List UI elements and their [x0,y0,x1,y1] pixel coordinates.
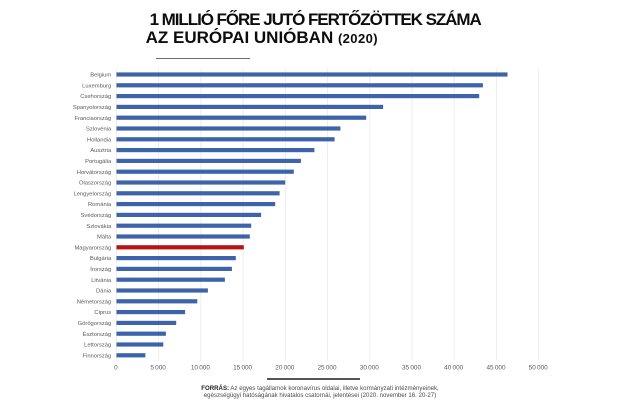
svg-text:5 000: 5 000 [150,364,166,371]
svg-text:45 000: 45 000 [486,364,505,371]
svg-text:Írország: Írország [90,266,111,273]
svg-text:Ciprus: Ciprus [94,310,111,316]
svg-text:Luxemburg: Luxemburg [82,83,111,89]
svg-text:10 000: 10 000 [191,364,210,371]
svg-text:Észtország: Észtország [83,331,112,338]
svg-text:Magyarország: Magyarország [74,245,111,251]
svg-text:Bulgária: Bulgária [90,256,112,262]
svg-text:15 000: 15 000 [233,364,252,371]
svg-text:Dánia: Dánia [96,289,112,295]
svg-text:35 000: 35 000 [402,364,421,371]
svg-text:Ausztria: Ausztria [90,148,112,154]
svg-text:Svédország: Svédország [81,213,112,219]
svg-text:Hollandia: Hollandia [87,137,112,143]
svg-text:Málta: Málta [97,235,112,241]
svg-text:Franciaország: Franciaország [74,116,111,122]
svg-text:0: 0 [114,364,118,371]
svg-text:Németország: Németország [77,299,111,305]
svg-text:Lettország: Lettország [84,343,111,349]
svg-text:40 000: 40 000 [444,364,463,371]
svg-text:50 000: 50 000 [529,364,548,371]
svg-text:Horvátország: Horvátország [77,170,111,176]
svg-text:Szlovénia: Szlovénia [86,127,112,133]
svg-text:Románia: Románia [88,202,112,208]
svg-text:Csehország: Csehország [80,94,111,100]
svg-text:Litvánia: Litvánia [91,278,112,284]
svg-text:Spanyolország: Spanyolország [73,105,111,111]
svg-text:Portugália: Portugália [85,159,112,165]
svg-text:30 000: 30 000 [360,364,379,371]
svg-text:Olaszország: Olaszország [79,181,111,187]
svg-text:Belgium: Belgium [90,73,111,79]
svg-text:Finnország: Finnország [83,353,112,359]
svg-text:Szlovákia: Szlovákia [86,224,112,230]
svg-text:25 000: 25 000 [317,364,336,371]
svg-text:20 000: 20 000 [275,364,294,371]
svg-text:Lengyelország: Lengyelország [73,191,111,197]
svg-text:Görögország: Görögország [78,321,112,327]
